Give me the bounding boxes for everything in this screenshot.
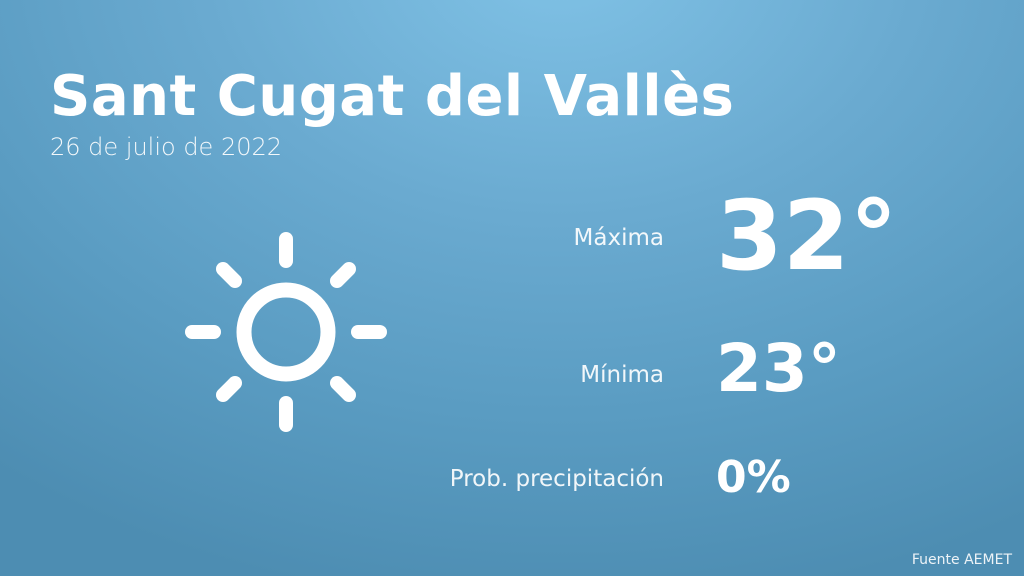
precip-value: 0% [716,452,791,503]
min-label: Mínima [580,362,664,388]
min-temperature: 23° [716,330,841,407]
max-label: Máxima [573,225,664,251]
max-temperature: 32° [716,180,898,292]
precip-label: Prob. precipitación [449,466,664,492]
sun-icon [185,232,387,432]
city-title: Sant Cugat del Vallès [50,64,735,129]
source-credit: Fuente AEMET [911,552,1012,568]
forecast-date: 26 de julio de 2022 [50,133,283,161]
